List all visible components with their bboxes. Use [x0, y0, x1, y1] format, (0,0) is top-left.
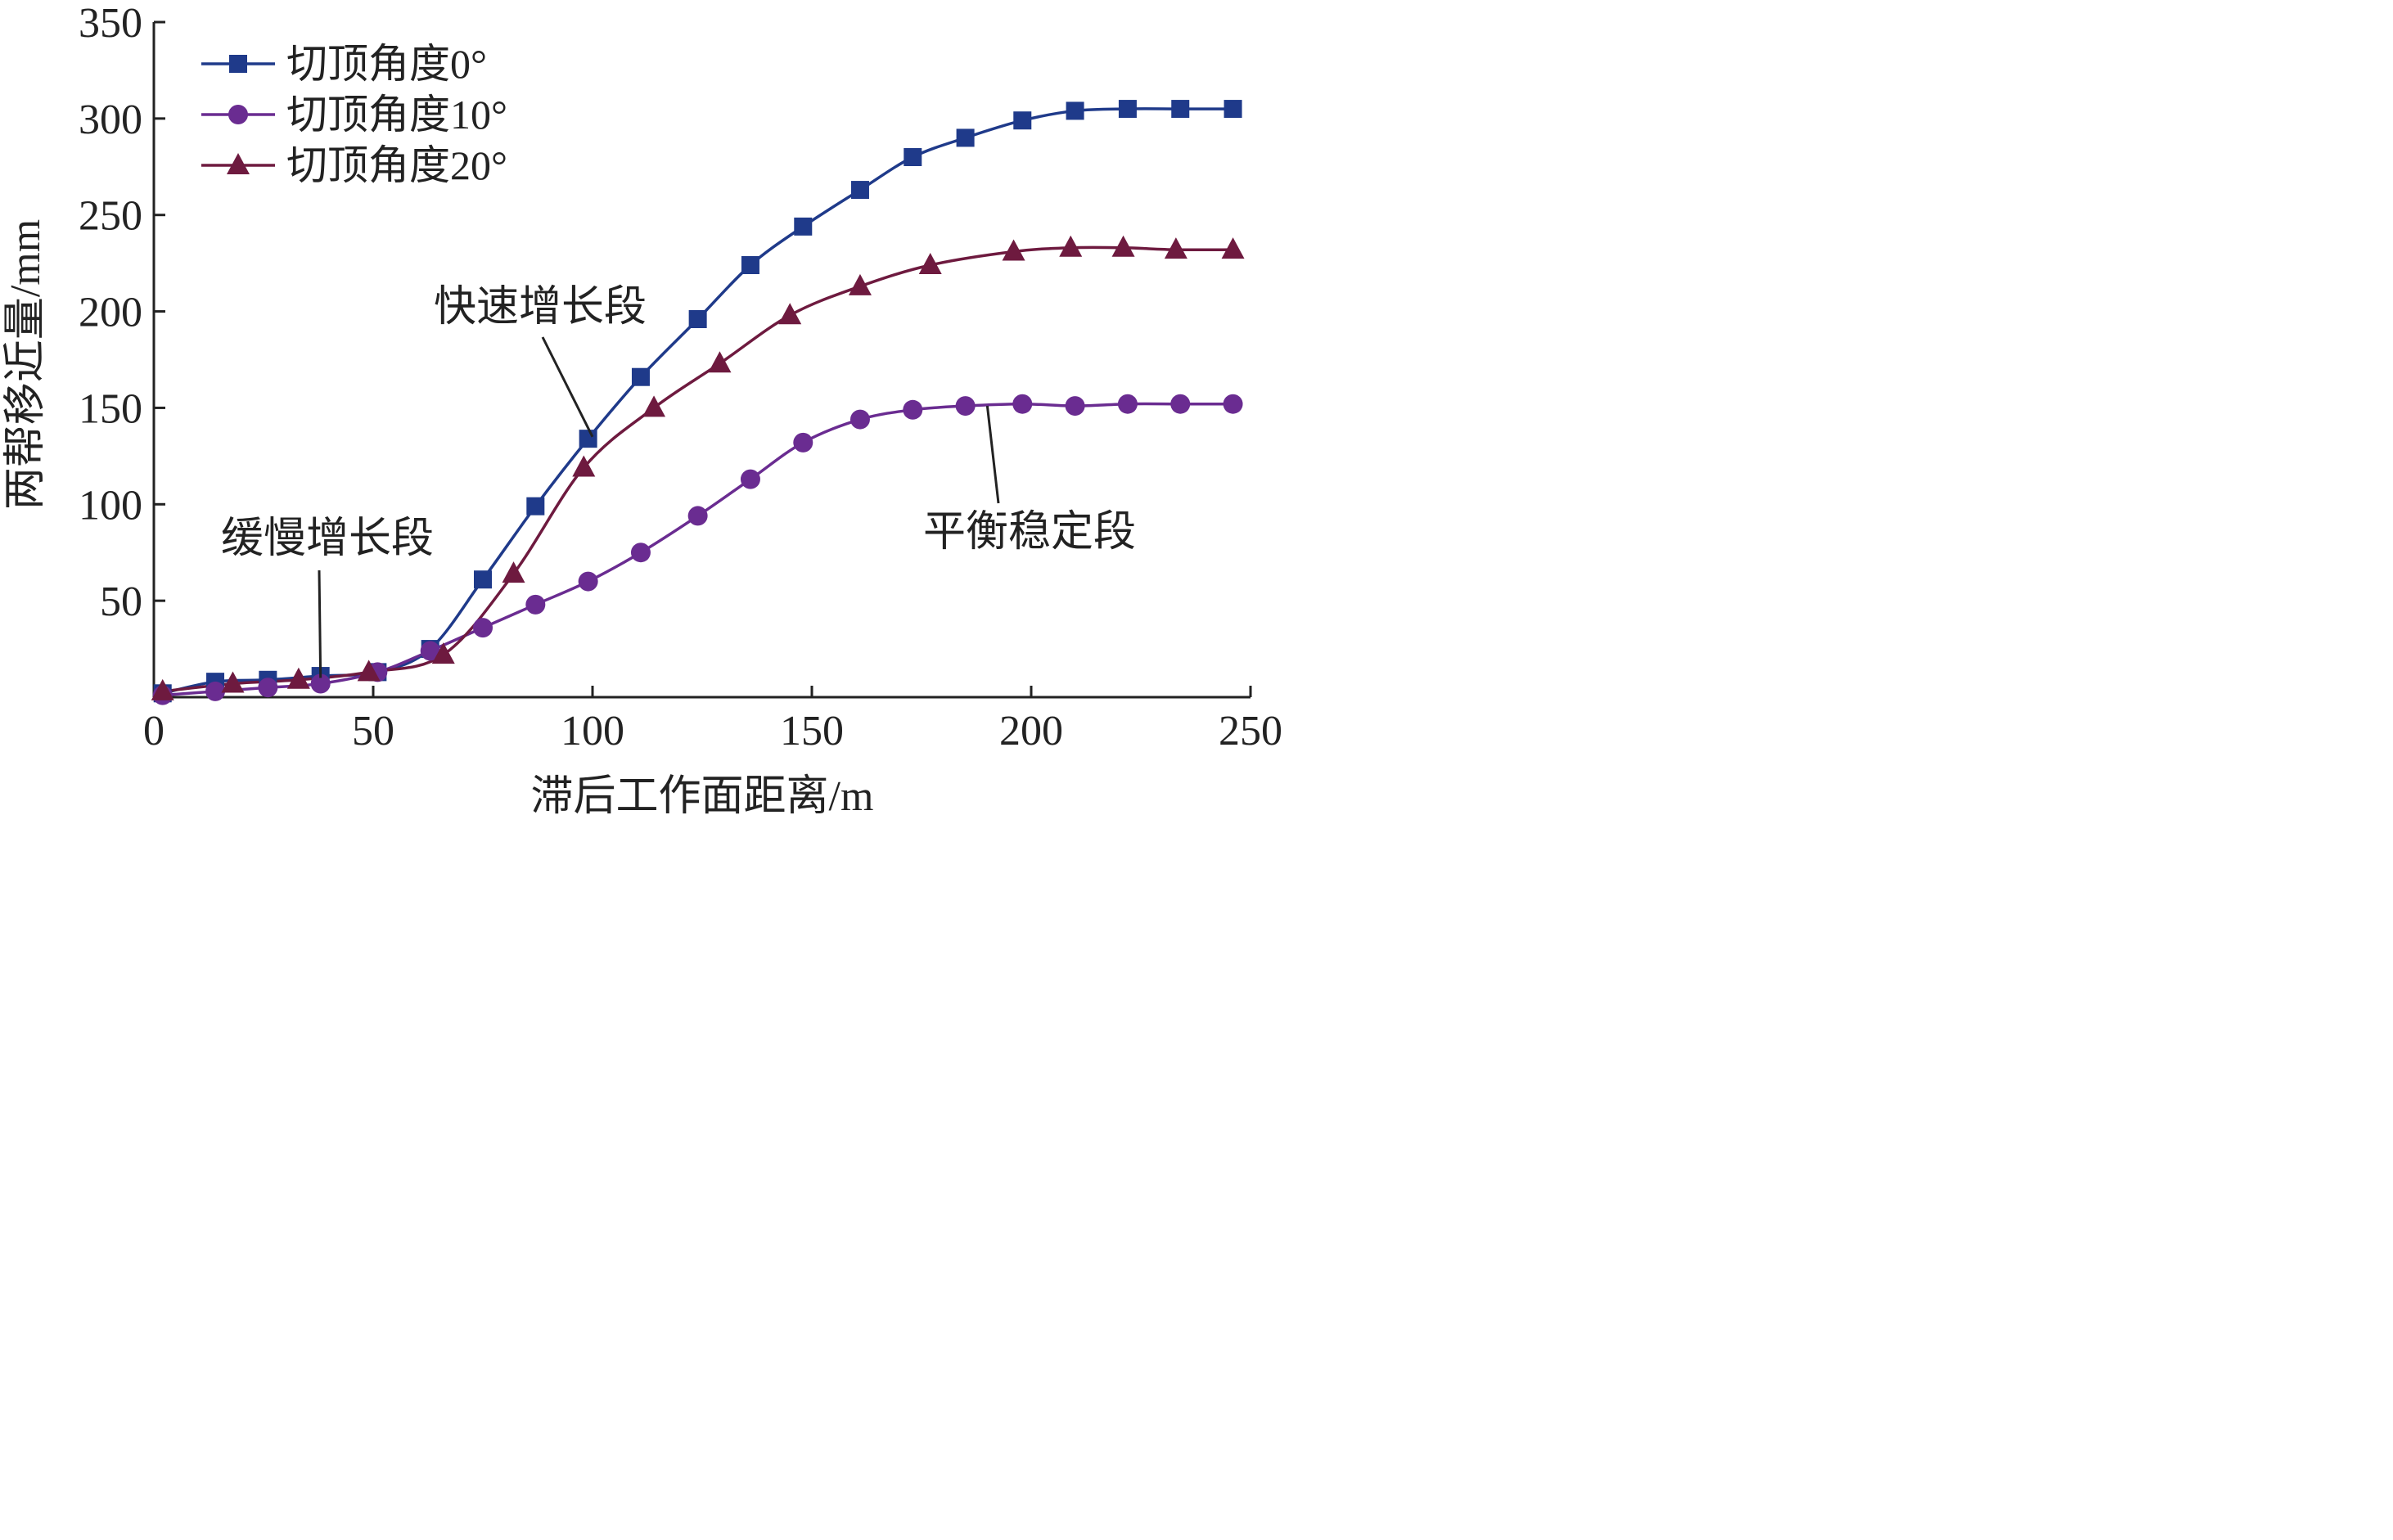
- y-tick-label: 150: [79, 385, 142, 432]
- data-point-angle-0: [956, 128, 975, 147]
- chart-figure: 0 50 100 150 200 250 50 100 150 200 250 300 350 缓慢增…: [2, 0, 1282, 820]
- legend-label-angle-10: 切顶角度10°: [286, 92, 507, 137]
- data-point-angle-0: [794, 217, 813, 236]
- data-point-angle-10: [793, 432, 813, 453]
- data-point-angle-20: [357, 660, 381, 682]
- data-point-angle-0: [1118, 100, 1137, 119]
- x-tick-label: 50: [352, 708, 394, 754]
- x-tick-label: 100: [561, 708, 624, 754]
- data-point-angle-0: [1066, 101, 1084, 120]
- data-point-angle-10: [525, 594, 546, 615]
- data-point-angle-0: [631, 367, 650, 386]
- y-axis-title: 两帮移近量/mm: [2, 219, 49, 510]
- y-tick-label: 200: [79, 290, 142, 336]
- data-point-angle-20: [708, 351, 732, 373]
- data-point-angle-0: [579, 430, 597, 448]
- legend-marker-angle-20: [227, 153, 250, 174]
- data-point-angle-10: [310, 673, 331, 694]
- y-tick-label: 350: [79, 0, 142, 47]
- data-point-angle-20: [502, 561, 525, 583]
- y-tick-label: 100: [79, 482, 142, 529]
- data-point-angle-10: [1223, 394, 1243, 414]
- data-point-angle-20: [1164, 237, 1187, 259]
- data-point-angle-20: [286, 667, 310, 689]
- data-point-angle-10: [473, 618, 493, 638]
- data-point-angle-10: [1117, 394, 1138, 414]
- data-point-angle-20: [848, 273, 872, 295]
- annotation-label: 平衡稳定段: [923, 509, 1136, 556]
- legend-label-angle-20: 切顶角度20°: [286, 142, 507, 188]
- data-point-angle-10: [849, 409, 870, 430]
- data-point-angle-20: [221, 671, 245, 693]
- data-point-angle-10: [630, 543, 651, 563]
- data-point-angle-0: [1171, 100, 1190, 119]
- data-point-angle-0: [474, 570, 492, 589]
- data-point-angle-20: [1221, 237, 1245, 259]
- series-markers: [151, 100, 1245, 705]
- data-point-angle-0: [526, 497, 545, 516]
- x-tick-label: 150: [780, 708, 844, 754]
- legend-marker-angle-0: [229, 55, 247, 73]
- data-point-angle-10: [955, 396, 976, 417]
- x-tick-label: 0: [143, 708, 164, 754]
- y-tick-label: 300: [79, 97, 142, 143]
- data-point-angle-0: [741, 256, 759, 274]
- plot-area: 0 50 100 150 200 250 50 100 150 200 250 300 350 缓慢增…: [79, 0, 1282, 754]
- y-tick-label: 250: [79, 193, 142, 240]
- data-point-angle-10: [903, 399, 923, 420]
- annotation-leader: [985, 405, 1000, 504]
- x-axis-title: 滞后工作面距离/m: [531, 773, 874, 820]
- annotation-leader: [318, 570, 322, 678]
- data-point-angle-20: [1002, 239, 1025, 261]
- data-point-angle-10: [1065, 396, 1085, 417]
- annotation-label: 缓慢增长段: [221, 516, 434, 562]
- legend-marker-angle-10: [228, 105, 248, 124]
- data-point-angle-0: [904, 148, 922, 166]
- data-point-angle-10: [1170, 394, 1191, 414]
- y-tick-label: 50: [100, 579, 142, 625]
- legend-label-angle-0: 切顶角度0°: [286, 41, 487, 87]
- legend: 切顶角度0° 切顶角度10° 切顶角度20°: [201, 41, 507, 188]
- data-point-angle-20: [572, 455, 596, 477]
- data-point-angle-20: [151, 678, 174, 700]
- x-tick-label: 250: [1219, 708, 1282, 754]
- y-axis-ticks: 50 100 150 200 250 300 350: [79, 0, 165, 625]
- annotation-leader: [541, 336, 594, 438]
- data-point-angle-0: [688, 310, 707, 328]
- x-tick-label: 200: [999, 708, 1063, 754]
- data-point-angle-10: [578, 571, 598, 592]
- data-point-angle-20: [918, 253, 942, 274]
- data-point-angle-20: [642, 395, 666, 417]
- data-point-angle-20: [431, 642, 455, 664]
- data-point-angle-20: [1059, 235, 1083, 257]
- data-point-angle-10: [420, 641, 440, 661]
- data-point-angle-0: [1224, 100, 1242, 119]
- data-point-angle-20: [778, 303, 802, 325]
- data-point-angle-20: [1111, 235, 1135, 257]
- data-point-angle-10: [740, 469, 760, 489]
- x-axis-ticks: 0 50 100 150 200 250: [143, 686, 1282, 754]
- data-point-angle-10: [205, 681, 226, 701]
- data-point-angle-0: [850, 181, 869, 200]
- data-point-angle-10: [1012, 394, 1033, 414]
- data-point-angle-0: [1013, 111, 1032, 130]
- annotation-label: 快速增长段: [434, 284, 647, 331]
- data-point-angle-10: [687, 506, 708, 526]
- data-point-angle-10: [258, 678, 278, 698]
